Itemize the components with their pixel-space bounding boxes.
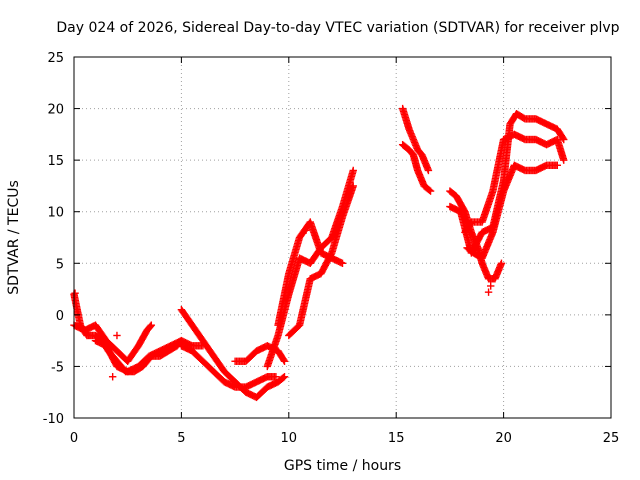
grid-lines (74, 57, 611, 418)
data-point (113, 331, 121, 340)
y-tick-label: 15 (47, 154, 64, 169)
x-axis-label: GPS time / hours (284, 458, 401, 474)
data-point (425, 186, 434, 194)
data-point (338, 259, 347, 267)
data-point (302, 226, 310, 234)
data-point (280, 373, 289, 381)
y-tick-label: 5 (56, 257, 64, 272)
data-point (426, 187, 435, 195)
data-point (553, 161, 561, 170)
x-tick-label: 0 (70, 431, 78, 446)
data-point (272, 373, 280, 381)
data-point (146, 322, 155, 330)
data-point (279, 356, 288, 364)
y-tick-label: -5 (51, 360, 64, 375)
y-tick-label: 10 (47, 206, 64, 221)
data-point (497, 259, 506, 267)
data-point (71, 289, 79, 297)
axis-ticks: 0 5 10 15 20 25 -10 -5 0 5 10 15 20 25 (43, 51, 620, 446)
x-tick-label: 10 (281, 431, 298, 446)
x-tick-label: 15 (388, 431, 405, 446)
data-point (560, 156, 568, 164)
data-point (349, 166, 357, 175)
chart-title: Day 024 of 2026, Sidereal Day-to-day VTE… (56, 20, 619, 36)
data-point (349, 182, 357, 190)
data-point (147, 321, 156, 329)
y-tick-label: 0 (56, 309, 64, 324)
data-point (279, 373, 288, 382)
data-point (484, 288, 493, 296)
y-tick-label: 25 (47, 51, 64, 66)
data-points (70, 104, 568, 402)
x-tick-label: 25 (603, 431, 620, 446)
data-point (560, 135, 568, 144)
data-point (487, 282, 495, 290)
plot-frame (73, 56, 612, 419)
data-point (559, 134, 567, 142)
data-point (424, 166, 433, 175)
y-axis-label: SDTVAR / TECUs (6, 180, 22, 295)
y-tick-label: -10 (43, 412, 64, 427)
data-point (108, 373, 117, 381)
data-point (520, 114, 528, 122)
y-tick-label: 20 (47, 103, 64, 118)
x-tick-label: 20 (495, 431, 512, 446)
x-tick-label: 5 (177, 431, 185, 446)
data-point (280, 357, 289, 365)
